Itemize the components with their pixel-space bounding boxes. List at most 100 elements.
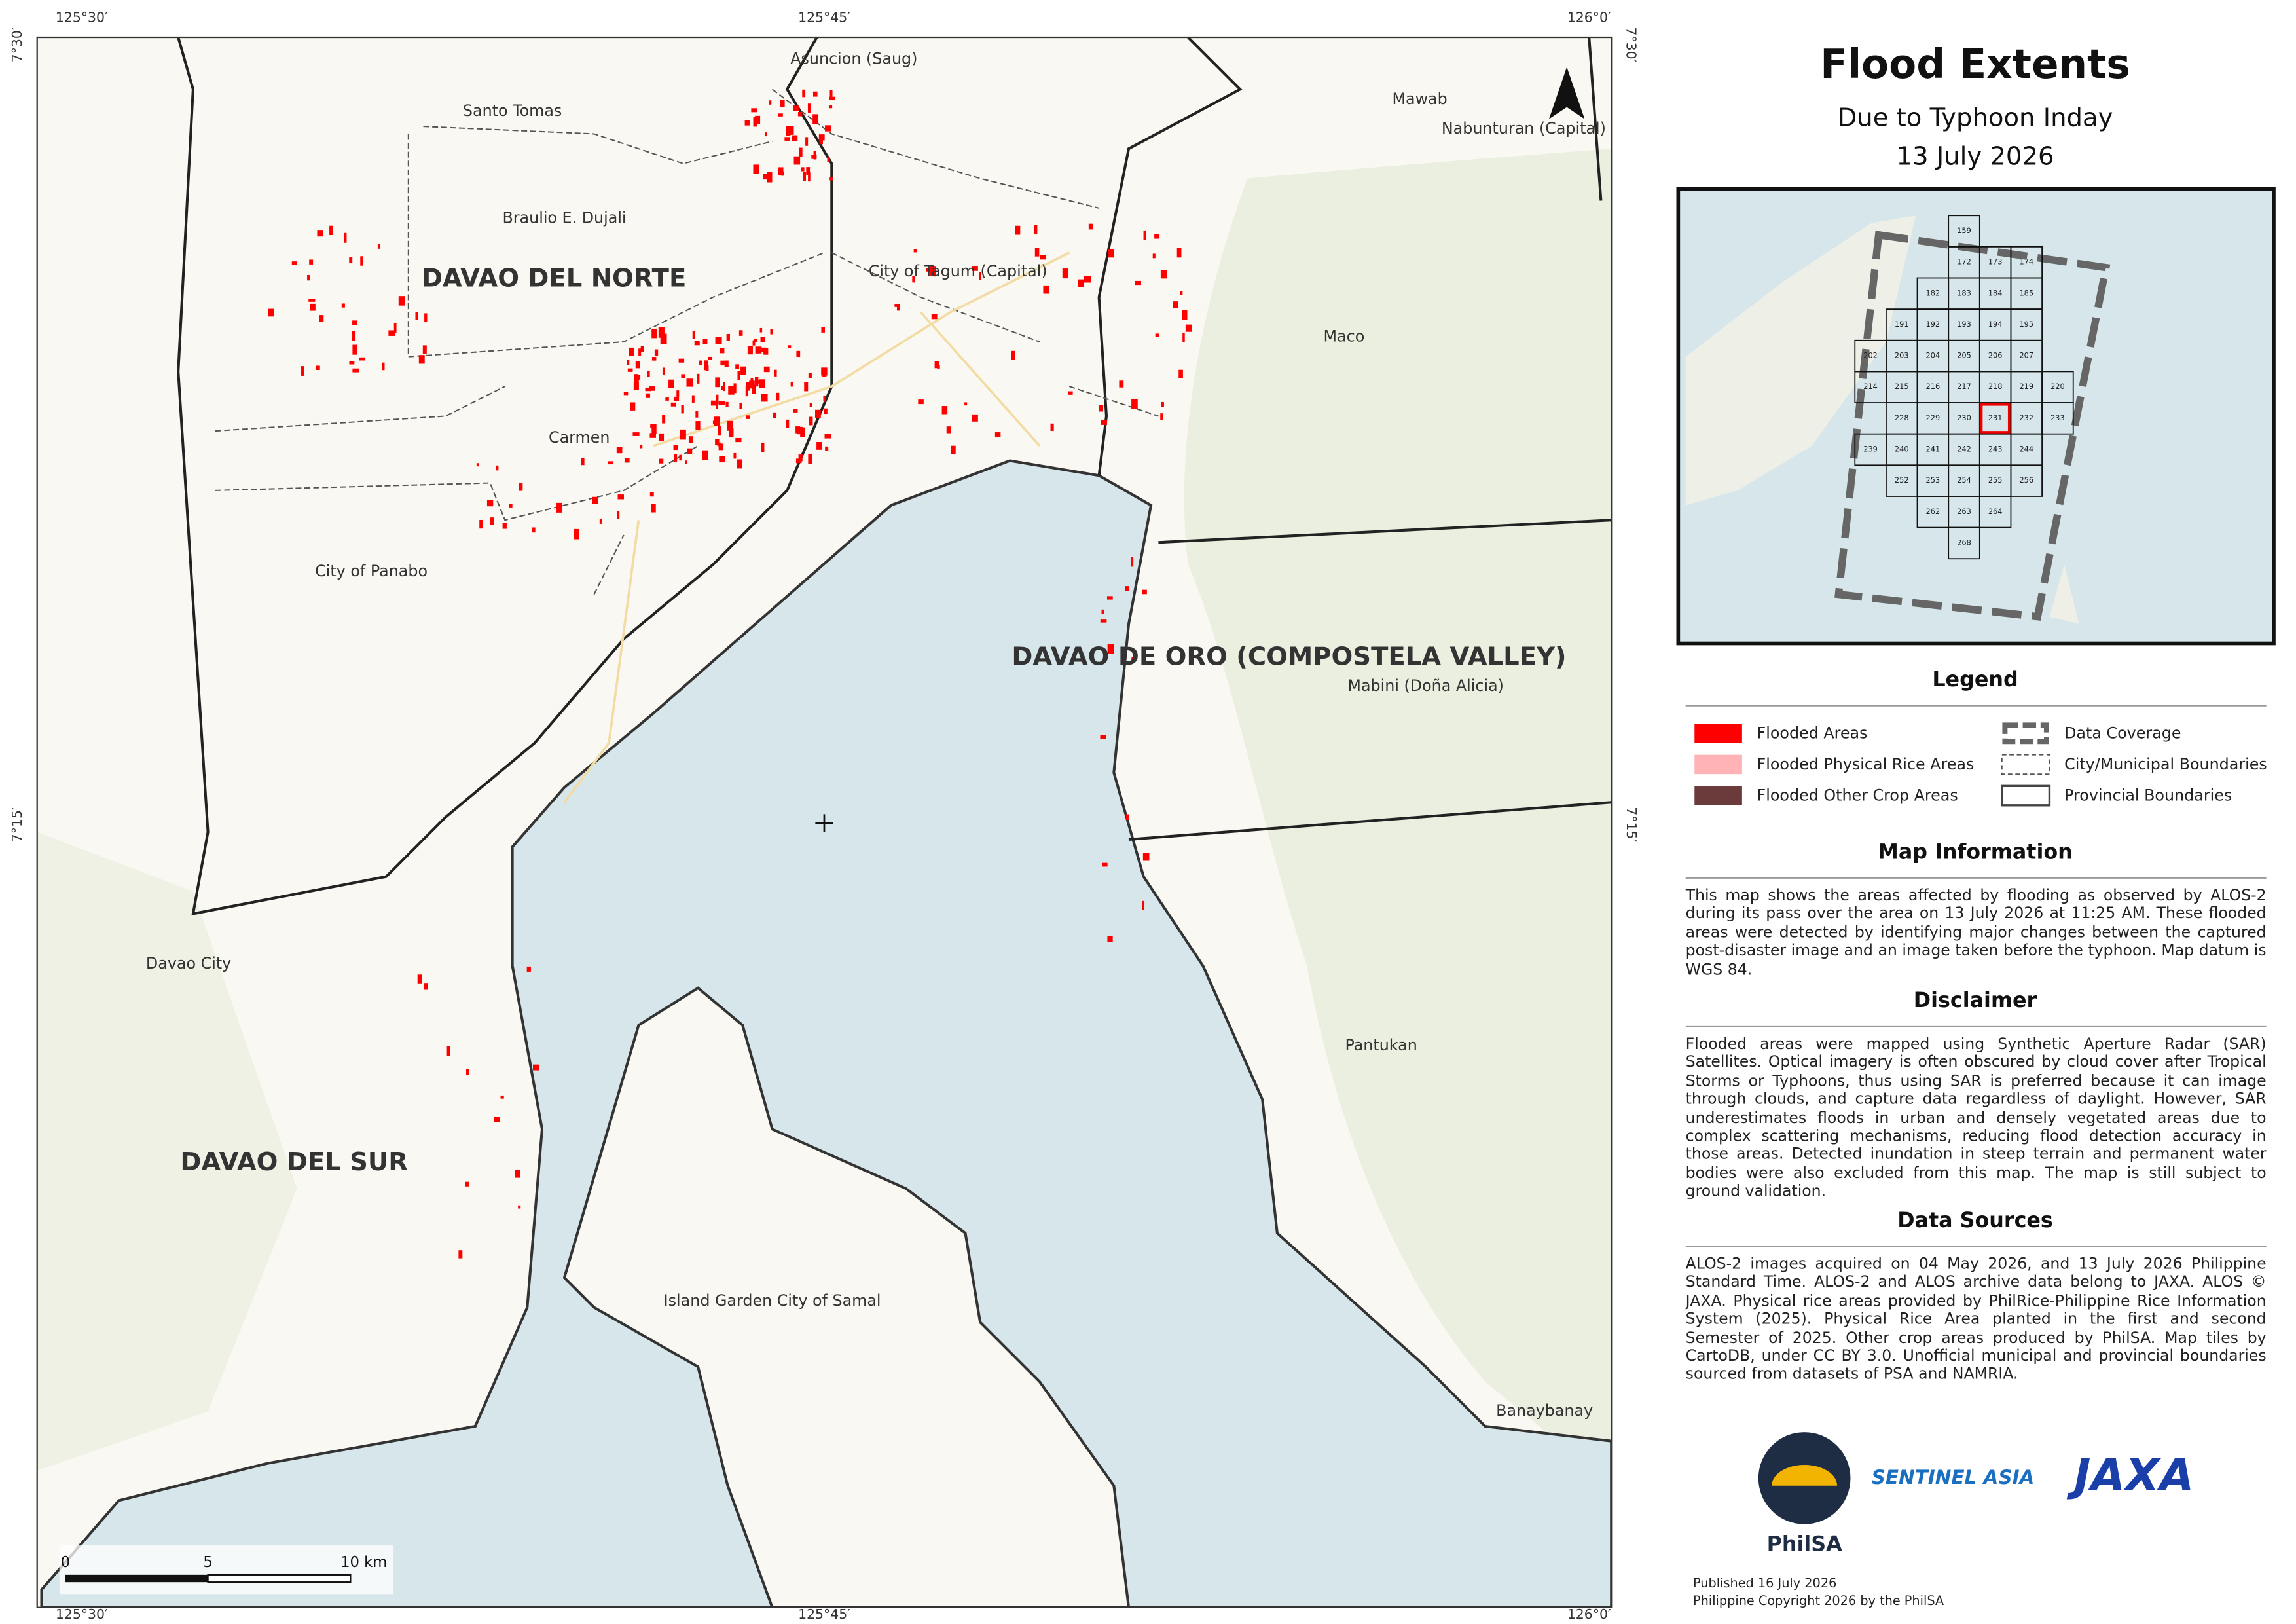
samal-island — [562, 986, 1131, 1608]
flood-patch — [804, 382, 809, 392]
flood-patch — [778, 113, 783, 117]
flood-patch — [1131, 557, 1134, 567]
flood-patch — [670, 402, 676, 407]
flood-patch — [465, 1181, 469, 1187]
flood-patch — [793, 156, 801, 165]
flood-patch — [1101, 420, 1108, 425]
flood-patch — [422, 345, 427, 354]
scale-box — [59, 1545, 394, 1595]
flood-patch — [418, 355, 425, 364]
vegetation — [1184, 149, 1612, 1486]
latitude-label: 7°30′ — [1624, 27, 1639, 62]
footer-text: Published 16 July 2026 — [1693, 1576, 1836, 1591]
flood-patch — [753, 164, 759, 174]
flood-patch — [697, 373, 700, 384]
tile-label: 214 — [1863, 382, 1878, 391]
flood-patch — [377, 244, 380, 249]
flood-patch — [649, 386, 656, 391]
flood-patch — [780, 171, 784, 176]
flood-patch — [825, 125, 831, 132]
flood-patch — [509, 504, 513, 507]
flood-patch — [926, 268, 930, 272]
flood-patch — [502, 523, 507, 529]
flood-patch — [309, 259, 314, 265]
flood-patch — [727, 420, 733, 431]
place-label: City of Panabo — [315, 562, 428, 580]
flood-patch — [680, 429, 686, 440]
tile-label: 159 — [1957, 226, 1971, 235]
tile-label: 184 — [1988, 288, 2003, 297]
flood-patch — [755, 115, 761, 124]
flood-patch — [623, 392, 629, 396]
flood-patch — [718, 426, 721, 436]
flood-patch — [774, 369, 777, 377]
inset-land — [1685, 215, 2079, 625]
tile-grid: 159 172 173 174 182 183 184 185 191 192 193 194 195 2… — [1854, 215, 2074, 560]
flood-patch — [752, 340, 756, 346]
flood-patch — [490, 517, 494, 525]
tile — [1948, 526, 1980, 560]
flood-patch — [518, 1205, 521, 1209]
flood-patch — [393, 323, 397, 333]
section-text: ALOS-2 images acquired on 04 May 2026, a… — [1685, 1255, 2267, 1384]
place-label: Braulio E. Dujali — [502, 208, 626, 227]
flood-patch — [695, 421, 701, 430]
tile-label: 194 — [1988, 320, 2003, 329]
flood-patch — [827, 157, 830, 162]
legend-label: Flooded Other Crop Areas — [1757, 786, 1958, 805]
tile-label: 191 — [1895, 320, 1909, 329]
flood-patch — [645, 387, 651, 392]
flood-patch — [352, 344, 357, 355]
flood-patch — [728, 386, 735, 395]
flood-patch — [752, 384, 756, 394]
flood-patch — [792, 135, 798, 141]
flood-patch — [476, 463, 479, 467]
flood-patch — [729, 428, 734, 437]
flood-patch — [526, 966, 531, 972]
flood-patch — [678, 358, 685, 363]
flood-patch — [465, 1069, 469, 1076]
flood-patch — [344, 232, 347, 243]
flood-patch — [1101, 609, 1104, 614]
flood-patch — [316, 365, 320, 371]
flood-patch — [687, 448, 693, 454]
logo-label: JAXA — [2066, 1450, 2194, 1502]
flood-patch — [740, 366, 746, 375]
flood-patch — [486, 500, 494, 507]
tile-label: 256 — [2019, 475, 2033, 485]
gulf-water — [40, 459, 1612, 1608]
flood-patch — [1142, 589, 1147, 595]
tile-label: 183 — [1957, 288, 1971, 297]
tile-label: 254 — [1957, 475, 1971, 485]
flood-patch — [424, 983, 428, 990]
legend-swatch — [2001, 754, 2050, 775]
legend-swatch — [1694, 724, 1742, 743]
flood-patch — [1154, 234, 1160, 239]
flood-patch — [934, 361, 939, 369]
tile-highlight — [1979, 403, 2011, 434]
flood-patch — [718, 443, 724, 451]
place-label: Santo Tomas — [463, 101, 562, 120]
flood-patch — [793, 105, 799, 111]
flood-patch — [755, 380, 762, 384]
flood-patch — [1160, 413, 1163, 420]
flood-patch — [1142, 900, 1145, 910]
scale-label: 10 km — [340, 1554, 387, 1571]
tile-label: 216 — [1926, 382, 1941, 391]
place-label: Mawab — [1392, 90, 1447, 108]
tile-label: 240 — [1895, 445, 1909, 454]
tile-label: 220 — [2050, 382, 2065, 391]
flood-patch — [1084, 276, 1091, 283]
flood-patch — [823, 396, 826, 402]
flood-patch — [797, 426, 803, 435]
flood-patch — [679, 454, 682, 461]
flood-patch — [824, 434, 831, 439]
flood-patch — [574, 528, 579, 540]
flood-patch — [718, 401, 725, 405]
tile-label: 185 — [2019, 288, 2033, 297]
flood-patch — [964, 402, 968, 406]
flood-patch — [1040, 255, 1046, 260]
flood-patch — [798, 454, 803, 462]
flood-patch — [519, 483, 523, 491]
flood-patch — [532, 527, 536, 533]
